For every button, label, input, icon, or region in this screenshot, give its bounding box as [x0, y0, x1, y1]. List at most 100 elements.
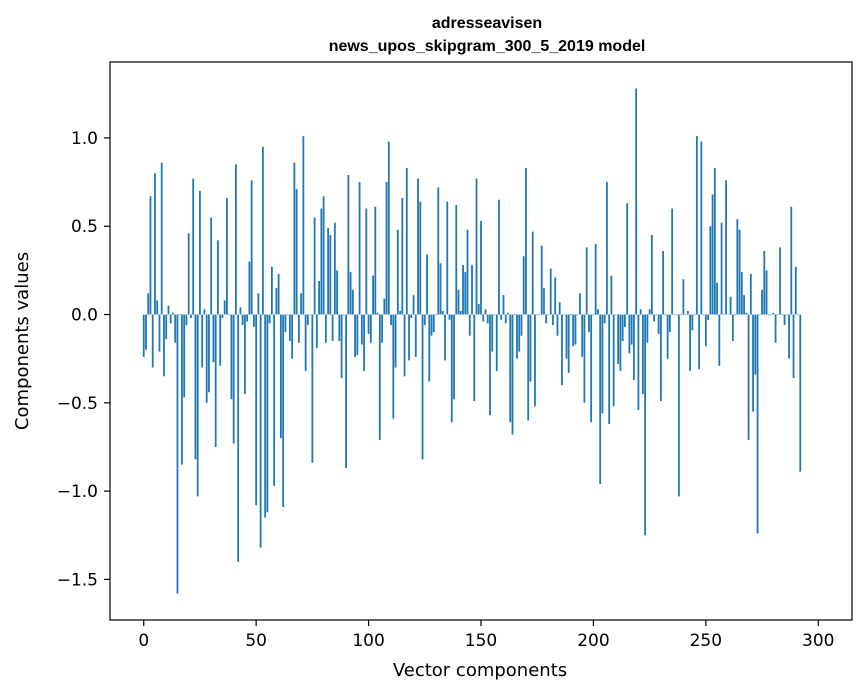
bar-142: [462, 265, 464, 315]
bar-121: [414, 314, 417, 357]
bar-196: [583, 314, 586, 403]
y-tick-label: 1.0: [71, 129, 98, 149]
bar-109: [387, 141, 390, 315]
bar-125: [423, 314, 426, 326]
bar-161: [504, 314, 507, 324]
bar-259: [725, 180, 727, 315]
bar-265: [738, 229, 741, 315]
y-axis-ticks: −1.5 −1.0 −0.5 0.0 0.5 1.0: [57, 129, 110, 590]
bar-245: [693, 314, 696, 316]
bar-106: [381, 314, 383, 343]
y-tick-label: −0.5: [57, 394, 98, 414]
bar-153: [486, 314, 489, 324]
bar-226: [650, 235, 653, 315]
bar-65: [288, 314, 291, 341]
bar-115: [401, 197, 404, 315]
bar-24: [196, 314, 199, 497]
bar-93: [351, 289, 354, 315]
bar-275: [761, 289, 763, 315]
bar-87: [338, 314, 341, 341]
bar-283: [779, 247, 781, 315]
bar-208: [610, 275, 613, 315]
bar-257: [720, 222, 723, 315]
bar-172: [529, 314, 532, 382]
bar-171: [527, 314, 530, 421]
bar-240: [682, 279, 685, 315]
bar-176: [538, 314, 541, 316]
bar-97: [360, 314, 363, 345]
bar-4: [151, 314, 154, 368]
bar-246: [695, 136, 698, 315]
bar-244: [691, 314, 694, 331]
bar-272: [754, 314, 757, 375]
bar-135: [446, 201, 449, 315]
bar-76: [313, 217, 316, 315]
bar-56: [268, 314, 271, 324]
bar-260: [727, 314, 730, 316]
bar-104: [376, 312, 379, 315]
bar-98: [363, 314, 365, 372]
bar-91: [347, 175, 350, 315]
bar-101: [369, 314, 372, 343]
bar-110: [390, 314, 392, 326]
bar-13: [172, 312, 174, 315]
bar-267: [743, 295, 745, 315]
bar-16: [178, 314, 181, 316]
bar-88: [340, 314, 343, 379]
bar-258: [722, 314, 725, 316]
bar-141: [459, 310, 462, 315]
bar-206: [606, 182, 608, 315]
bar-250: [704, 314, 707, 347]
bar-236: [673, 314, 676, 316]
bar-198: [588, 314, 590, 333]
bar-174: [534, 314, 536, 407]
bar-255: [716, 282, 718, 315]
bar-282: [776, 314, 779, 316]
bar-90: [345, 314, 347, 469]
bar-116: [403, 314, 406, 377]
bar-63: [284, 314, 287, 333]
bar-241: [684, 314, 687, 316]
bar-41: [235, 164, 237, 315]
bar-145: [468, 314, 471, 336]
bar-119: [410, 314, 413, 319]
x-axis-ticks: 0 50 100 150 200 250 300: [138, 620, 834, 651]
bar-200: [592, 314, 595, 316]
bar-7: [158, 314, 161, 352]
bar-46: [246, 314, 249, 322]
bar-248: [700, 141, 703, 315]
bar-168: [520, 314, 523, 336]
bar-286: [785, 314, 788, 316]
bar-103: [374, 206, 377, 315]
bar-290: [794, 266, 797, 315]
bar-189: [567, 314, 570, 373]
bar-164: [511, 314, 514, 435]
x-tick-label: 0: [138, 631, 149, 651]
bar-251: [707, 314, 709, 320]
bar-81: [324, 314, 327, 343]
bar-27: [203, 309, 206, 315]
bar-94: [354, 314, 356, 357]
x-tick-label: 250: [690, 631, 722, 651]
bar-62: [282, 314, 285, 507]
bar-221: [639, 309, 642, 315]
y-tick-label: −1.5: [57, 570, 98, 590]
bar-82: [327, 227, 330, 315]
bar-157: [495, 314, 498, 372]
bar-137: [450, 314, 453, 423]
bar-199: [590, 314, 593, 423]
bar-254: [713, 167, 716, 315]
bar-52: [259, 314, 262, 548]
bar-69: [297, 314, 300, 343]
bar-288: [790, 206, 793, 315]
bar-89: [342, 314, 345, 316]
bar-271: [752, 314, 754, 412]
bar-83: [329, 235, 332, 315]
bar-262: [731, 314, 734, 341]
bar-80: [322, 196, 325, 315]
bar-291: [797, 314, 799, 316]
bar-72: [304, 314, 307, 372]
bar-48: [250, 180, 253, 315]
bar-218: [632, 314, 635, 380]
bar-25: [199, 190, 201, 315]
